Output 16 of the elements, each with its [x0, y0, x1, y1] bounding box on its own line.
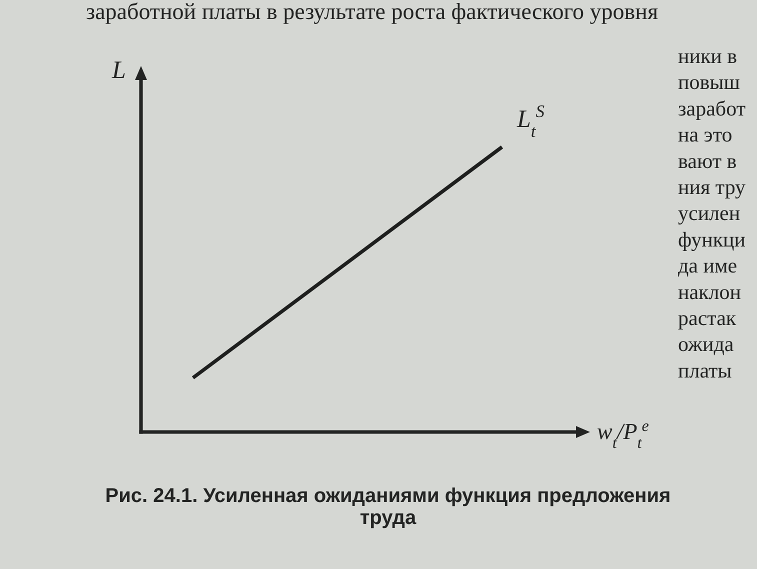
text: растак: [678, 306, 737, 330]
text: ники в: [678, 44, 738, 68]
text: да име: [678, 254, 738, 278]
text: заработ: [678, 96, 746, 120]
text: наклон: [678, 280, 741, 304]
text: функци: [678, 227, 746, 252]
text: заработной платы в результате роста фактического уровня: [86, 0, 658, 24]
text: ожида: [678, 332, 734, 356]
text: повыш: [678, 70, 740, 94]
y-axis-title: L: [111, 57, 126, 84]
text: на это: [678, 122, 732, 147]
text: усилен: [678, 201, 740, 226]
text: ния тру: [678, 175, 746, 199]
text: Рис. 24.1. Усиленная ожиданиями функция предложения труда: [105, 485, 671, 529]
text: вают в: [678, 148, 737, 173]
text: платы: [678, 358, 732, 382]
